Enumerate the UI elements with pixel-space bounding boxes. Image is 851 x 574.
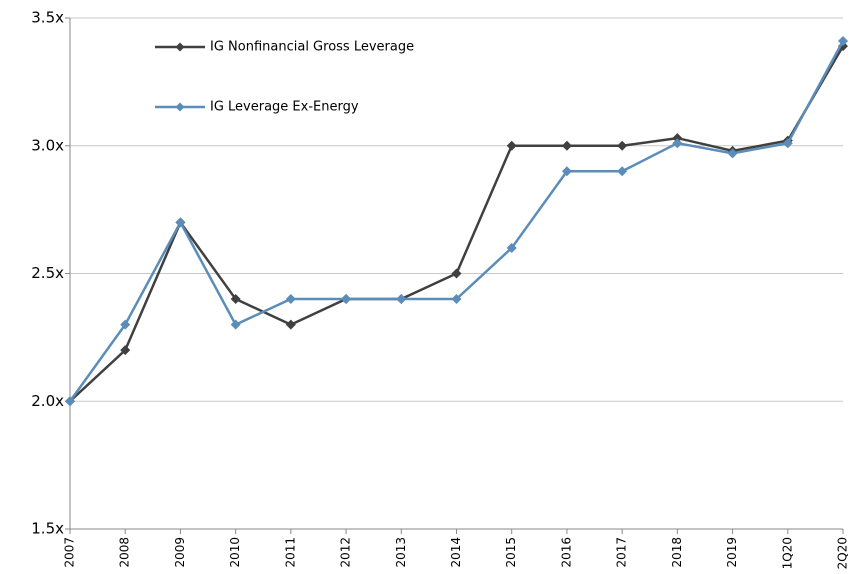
x-tick-label: 2010 <box>228 537 242 568</box>
x-tick-label: 2012 <box>339 537 353 568</box>
y-tick-label: 2.0x <box>31 392 64 410</box>
legend-label: IG Nonfinancial Gross Leverage <box>210 40 414 55</box>
y-tick-label: 1.5x <box>31 520 64 538</box>
data-point <box>175 217 186 228</box>
x-tick-label: 2018 <box>670 537 684 568</box>
data-point <box>285 294 296 305</box>
data-point <box>120 345 131 356</box>
data-point <box>727 148 738 159</box>
x-tick-label: 2011 <box>283 537 297 568</box>
x-tick-label: 2013 <box>394 537 408 568</box>
x-tick-label: 2015 <box>504 537 518 568</box>
legend-marker <box>175 102 185 112</box>
data-point <box>451 294 462 305</box>
x-tick-label: 2016 <box>559 537 573 568</box>
x-tick-label: 2007 <box>63 537 77 568</box>
data-point <box>782 138 793 149</box>
data-point <box>230 294 241 305</box>
legend-label: IG Leverage Ex-Energy <box>210 100 359 115</box>
data-point <box>396 294 407 305</box>
data-point <box>838 35 848 46</box>
x-tick-label: 2008 <box>118 537 132 568</box>
data-point <box>672 133 683 144</box>
legend-marker <box>175 42 185 52</box>
y-tick-label: 3.0x <box>31 136 64 154</box>
x-tick-label: 2Q20 <box>836 537 850 569</box>
data-point <box>506 140 517 151</box>
data-point <box>617 166 628 177</box>
series-line <box>68 40 845 402</box>
y-tick-label: 2.5x <box>31 264 64 282</box>
x-tick-label: 2017 <box>615 537 629 568</box>
x-tick-label: 2009 <box>173 537 187 568</box>
data-point <box>561 166 572 177</box>
data-point <box>285 319 296 330</box>
x-tick-label: 2014 <box>449 537 463 568</box>
data-point <box>341 294 352 305</box>
x-tick-label: 2019 <box>725 537 739 568</box>
data-point <box>230 319 241 330</box>
data-point <box>120 319 131 330</box>
data-point <box>65 396 75 407</box>
x-tick-label: 1Q20 <box>780 537 794 569</box>
data-point <box>561 140 572 151</box>
series-line <box>69 45 845 403</box>
data-point <box>672 138 683 149</box>
y-tick-label: 3.5x <box>31 9 64 27</box>
data-point <box>506 242 517 253</box>
data-point <box>451 268 462 279</box>
data-point <box>617 140 628 151</box>
